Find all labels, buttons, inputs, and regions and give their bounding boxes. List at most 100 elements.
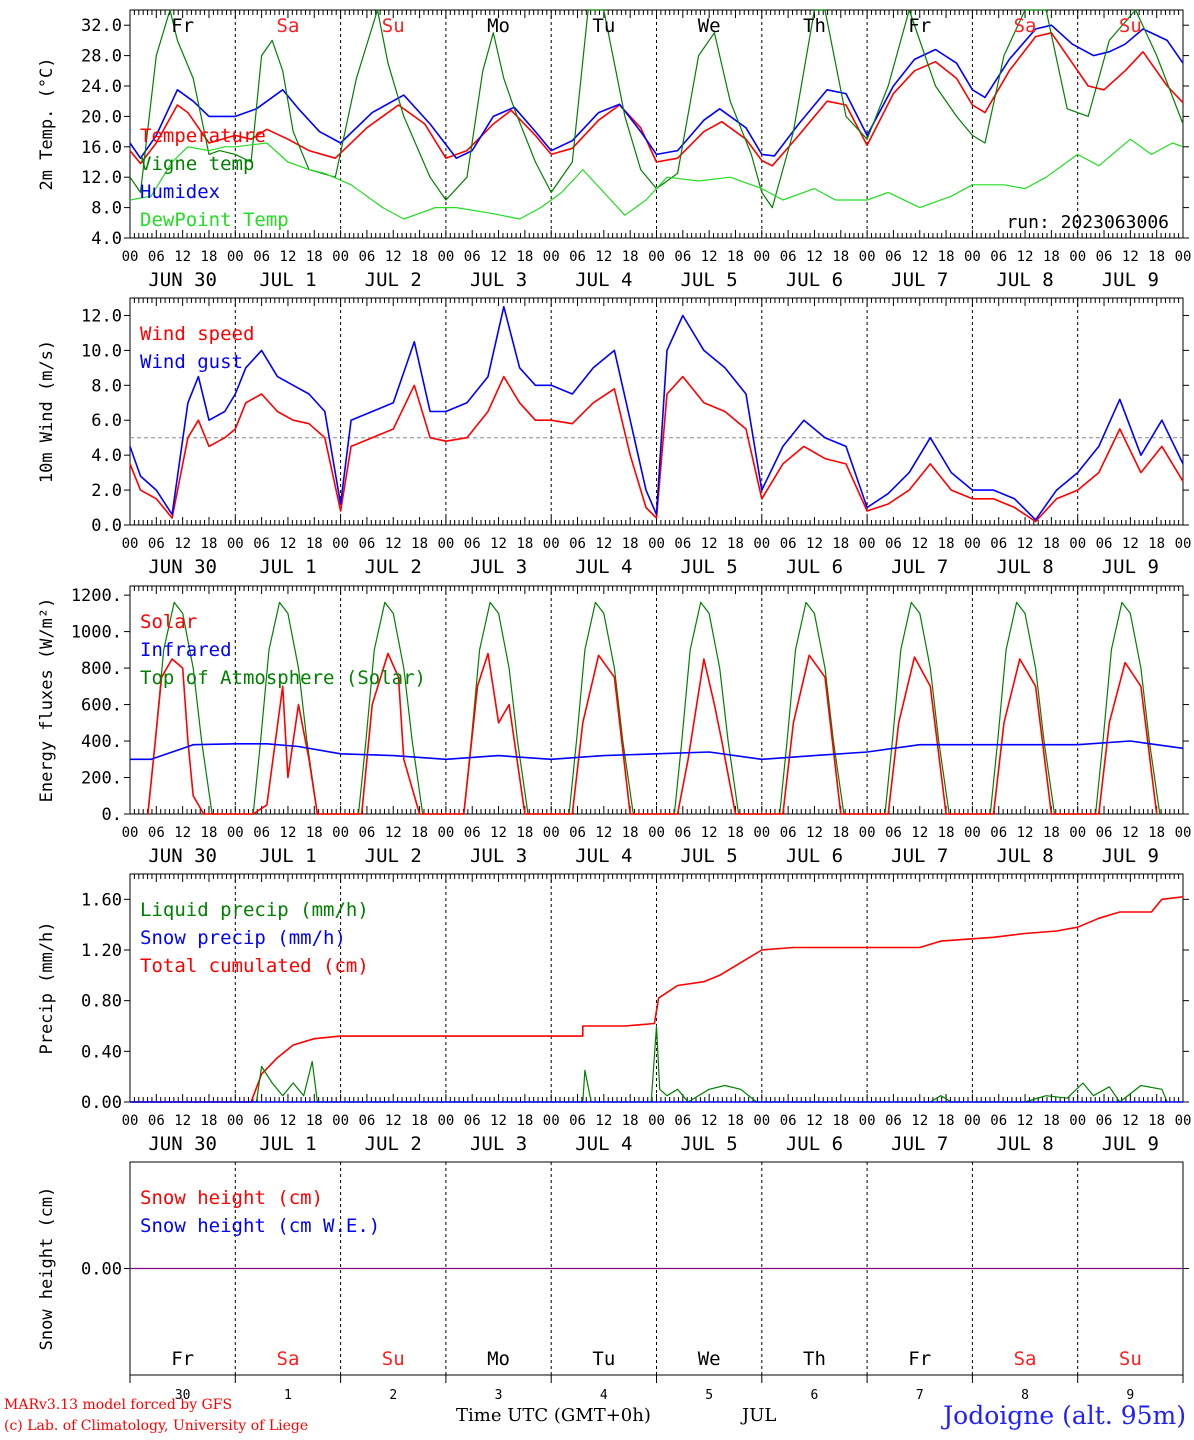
date-label: JUL 4	[575, 1133, 632, 1155]
day-name: Sa	[277, 15, 300, 37]
hour-label: 00	[753, 249, 770, 265]
date-number: 5	[705, 1388, 713, 1403]
hour-label: 18	[411, 1113, 428, 1129]
hour-label: 12	[174, 825, 191, 841]
hour-label: 00	[1175, 249, 1192, 265]
hour-label: 00	[332, 249, 349, 265]
y-tick-label: 800.	[81, 659, 122, 679]
y-tick-label: 24.0	[81, 77, 122, 97]
legend-entry: Humidex	[140, 181, 220, 203]
legend-entry: Solar	[140, 611, 197, 633]
hour-label: 06	[885, 1113, 902, 1129]
hour-label: 12	[490, 1113, 507, 1129]
hour-label: 12	[280, 249, 297, 265]
hour-label: 12	[1122, 536, 1139, 552]
hour-label: 18	[306, 249, 323, 265]
hour-label: 06	[569, 1113, 586, 1129]
y-tick-label: 400.	[81, 732, 122, 752]
hour-label: 00	[1069, 1113, 1086, 1129]
hour-label: 18	[516, 1113, 533, 1129]
day-name: Th	[803, 1348, 826, 1370]
y-tick-label: 1000.	[71, 623, 122, 643]
series-line	[129, 31, 1184, 167]
date-label: JUL 5	[681, 269, 738, 291]
hour-label: 00	[964, 249, 981, 265]
series-line	[129, 375, 1184, 523]
hour-label: 00	[437, 249, 454, 265]
hour-label: 12	[490, 825, 507, 841]
hour-label: 18	[1043, 249, 1060, 265]
hour-label: 12	[701, 249, 718, 265]
hour-label: 18	[622, 1113, 639, 1129]
date-label: JUN 30	[148, 845, 217, 867]
hour-label: 12	[385, 536, 402, 552]
hour-label: 00	[332, 825, 349, 841]
y-axis-label: 10m Wind (m/s)	[37, 340, 57, 483]
hour-label: 06	[780, 249, 797, 265]
y-tick-label: 2.0	[91, 481, 122, 501]
day-name: Fr	[908, 15, 931, 37]
hour-label: 12	[1122, 825, 1139, 841]
date-label: JUL 4	[575, 269, 632, 291]
hour-label: 06	[464, 249, 481, 265]
date-label: JUL 5	[681, 556, 738, 578]
lab-credit: (c) Lab. of Climatology, University of L…	[4, 1418, 309, 1434]
y-tick-label: 0.80	[81, 992, 122, 1012]
hour-label: 12	[911, 536, 928, 552]
hour-label: 06	[148, 249, 165, 265]
y-tick-label: 0.40	[81, 1042, 122, 1062]
y-axis-label: 2m Temp. (°C)	[37, 57, 57, 190]
hour-label: 00	[122, 1113, 139, 1129]
hour-label: 06	[358, 825, 375, 841]
hour-label: 06	[885, 249, 902, 265]
y-axis-label: Snow height (cm)	[37, 1187, 57, 1351]
date-label: JUL 1	[259, 1133, 316, 1155]
hour-label: 12	[806, 825, 823, 841]
date-label: JUL 9	[1102, 1133, 1159, 1155]
date-label: JUL 7	[891, 845, 948, 867]
series-line	[129, 138, 1184, 220]
hour-label: 00	[648, 536, 665, 552]
date-label: JUL 3	[470, 845, 527, 867]
date-label: JUL 7	[891, 269, 948, 291]
hour-label: 00	[753, 1113, 770, 1129]
hour-label: 06	[358, 1113, 375, 1129]
hour-label: 00	[1175, 1113, 1192, 1129]
date-label: JUL 8	[996, 269, 1053, 291]
date-label: JUL 2	[365, 845, 422, 867]
hour-label: 00	[1175, 536, 1192, 552]
date-label: JUL 3	[470, 1133, 527, 1155]
hour-label: 06	[1096, 249, 1113, 265]
series-line	[130, 1025, 1168, 1103]
hour-label: 00	[859, 1113, 876, 1129]
hour-label: 18	[727, 536, 744, 552]
hour-label: 18	[306, 825, 323, 841]
date-number: 8	[1021, 1388, 1029, 1403]
y-tick-label: 0.00	[81, 1260, 122, 1280]
hour-label: 12	[174, 536, 191, 552]
hour-label: 06	[569, 536, 586, 552]
y-tick-label: 6.0	[91, 411, 122, 431]
date-label: JUL 3	[470, 556, 527, 578]
y-tick-label: 10.0	[81, 341, 122, 361]
hour-label: 00	[332, 536, 349, 552]
hour-label: 06	[780, 1113, 797, 1129]
hour-label: 18	[832, 536, 849, 552]
hour-label: 18	[201, 249, 218, 265]
hour-label: 00	[859, 536, 876, 552]
hour-label: 12	[911, 825, 928, 841]
hour-label: 06	[674, 825, 691, 841]
y-axis-label: Energy fluxes (W/m²)	[37, 598, 57, 803]
hour-label: 06	[148, 536, 165, 552]
legend-entry: Snow height (cm W.E.)	[140, 1215, 380, 1237]
date-label: JUL 9	[1102, 845, 1159, 867]
hour-label: 00	[122, 536, 139, 552]
hour-label: 12	[174, 249, 191, 265]
hour-label: 12	[1122, 249, 1139, 265]
hour-label: 12	[806, 1113, 823, 1129]
hour-label: 00	[648, 1113, 665, 1129]
hour-label: 00	[964, 536, 981, 552]
hour-label: 06	[990, 1113, 1007, 1129]
legend-entry: Wind gust	[140, 351, 243, 373]
hour-label: 00	[543, 536, 560, 552]
